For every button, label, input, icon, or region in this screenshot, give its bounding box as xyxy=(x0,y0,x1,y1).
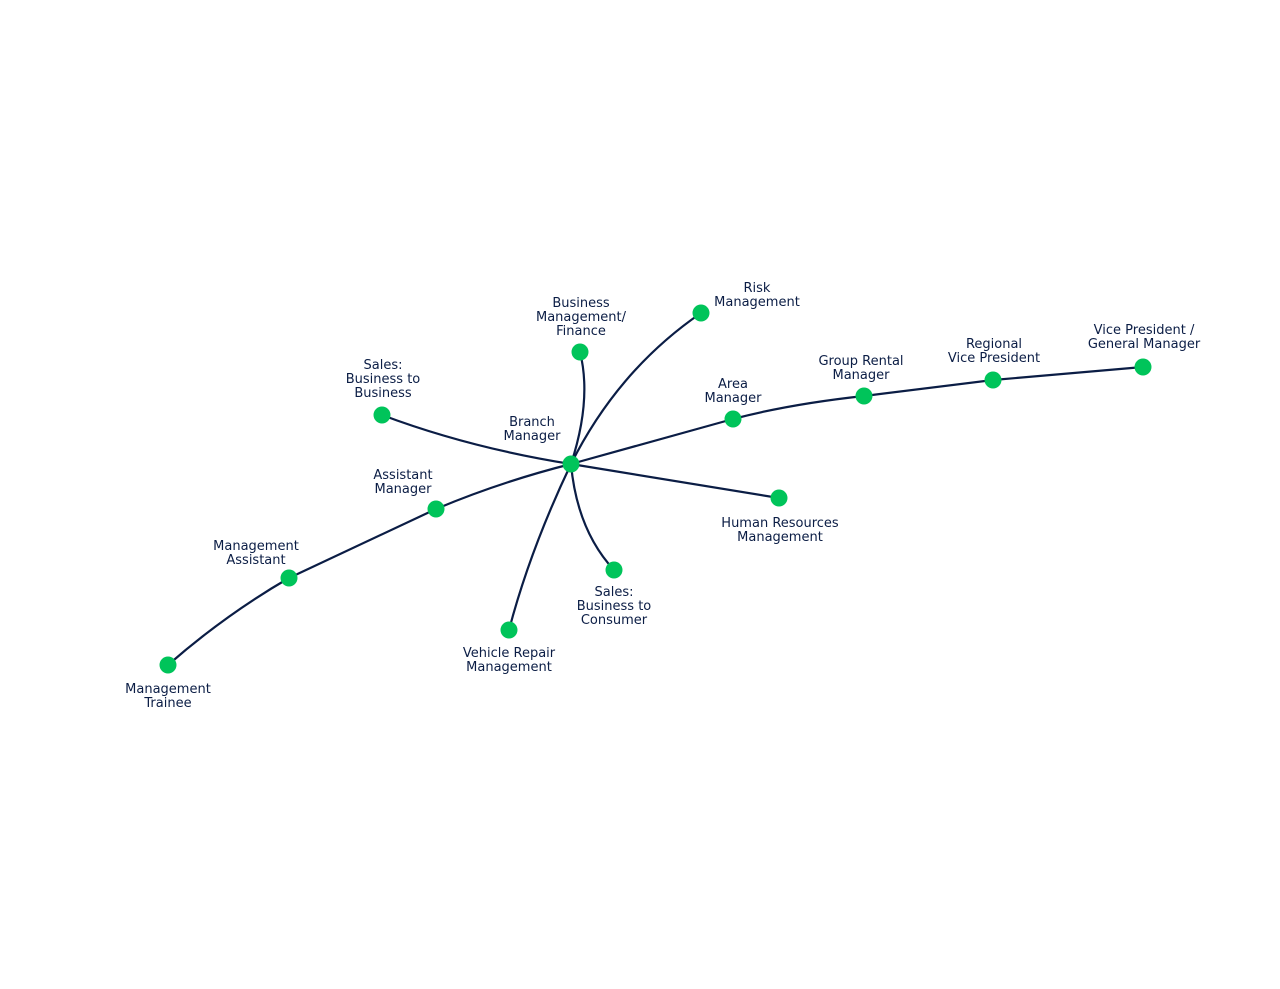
node-group-rental-manager xyxy=(855,387,873,405)
label-group-rental-manager: Group Rental Manager xyxy=(818,354,903,383)
label-branch-manager: Branch Manager xyxy=(504,415,562,444)
node-business-management xyxy=(571,343,589,361)
node-risk-management xyxy=(692,304,710,322)
edge-branch-manager-to-vehicle-repair xyxy=(507,463,572,631)
node-regional-vp xyxy=(984,371,1002,389)
label-sales-b2c: Sales: Business to Consumer xyxy=(577,585,652,628)
label-management-trainee: Management Trainee xyxy=(125,682,211,711)
edge-branch-manager-to-area-manager xyxy=(570,417,734,466)
label-vehicle-repair: Vehicle Repair Management xyxy=(463,646,556,675)
node-assistant-manager xyxy=(427,500,445,518)
edge-management-assistant-to-management-trainee xyxy=(167,577,290,666)
label-business-management: Business Management/Finance xyxy=(536,296,627,339)
edge-branch-manager-to-sales-b2c xyxy=(569,463,615,571)
label-vp-gm: Vice President / General Manager xyxy=(1088,323,1201,352)
edge-branch-manager-to-assistant-manager xyxy=(435,462,572,511)
edge-branch-manager-to-hr-management xyxy=(570,462,780,500)
label-management-assistant: Management Assistant xyxy=(213,539,299,568)
node-branch-manager xyxy=(562,455,580,473)
label-assistant-manager: Assistant Manager xyxy=(373,468,432,497)
label-hr-management: Human Resources Management xyxy=(721,516,839,545)
label-area-manager: Area Manager xyxy=(705,377,763,406)
node-sales-b2b xyxy=(373,406,391,424)
label-risk-management: Risk Management xyxy=(714,281,800,310)
edge-area-manager-to-group-rental-manager xyxy=(732,394,865,421)
node-vp-gm xyxy=(1134,358,1152,376)
label-sales-b2b: Sales: Business to Business xyxy=(346,358,421,401)
node-management-assistant xyxy=(280,569,298,587)
edge-branch-manager-to-business-management xyxy=(569,351,586,465)
edge-assistant-manager-to-management-assistant xyxy=(288,508,437,579)
edge-branch-manager-to-sales-b2b xyxy=(381,413,572,466)
node-vehicle-repair xyxy=(500,621,518,639)
node-management-trainee xyxy=(159,656,177,674)
label-regional-vp: Regional Vice President xyxy=(948,337,1040,366)
edge-branch-manager-to-risk-management xyxy=(570,312,702,465)
edge-group-rental-manager-to-regional-vp xyxy=(863,378,994,398)
edge-regional-vp-to-vp-gm xyxy=(992,365,1144,382)
node-sales-b2c xyxy=(605,561,623,579)
node-hr-management xyxy=(770,489,788,507)
node-area-manager xyxy=(724,410,742,428)
